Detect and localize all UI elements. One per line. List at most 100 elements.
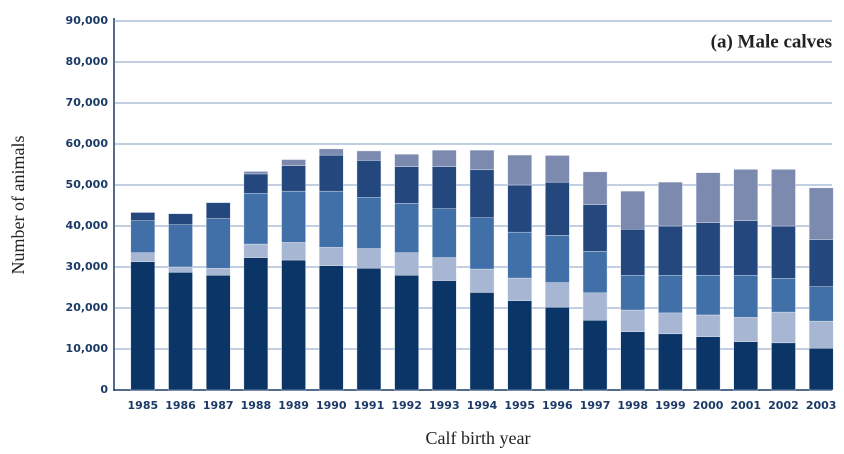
bar-segment <box>168 224 193 268</box>
bar-segment <box>582 292 608 321</box>
bar-segment <box>206 275 231 391</box>
bar-segment <box>394 252 419 276</box>
x-tick-label: 2001 <box>730 399 761 412</box>
bar-segment <box>168 266 193 273</box>
bar-segment <box>507 277 532 301</box>
bar-segment <box>582 251 608 294</box>
bar-segment <box>356 160 382 198</box>
bar-segment <box>695 314 721 337</box>
x-tick-label: 1991 <box>354 399 385 412</box>
bar-segment <box>658 312 683 335</box>
bar-segment <box>658 181 683 227</box>
bar-segment <box>243 243 269 258</box>
bar-segment <box>771 169 796 227</box>
bar-segment <box>356 248 382 269</box>
x-tick-label: 1998 <box>617 399 648 412</box>
bar-segment <box>432 166 457 209</box>
bar-segment <box>168 213 193 225</box>
bar-segment <box>281 190 306 243</box>
bar-segment <box>432 208 457 258</box>
y-tick-label: 40,000 <box>66 219 109 232</box>
x-tick-label: 1996 <box>542 399 573 412</box>
bar-segment <box>733 317 758 342</box>
y-axis-title: Number of animals <box>8 136 28 275</box>
bar-segment <box>319 247 344 266</box>
bar-segment <box>545 235 570 283</box>
x-tick-label: 1997 <box>580 399 611 412</box>
bar-segment <box>394 203 419 253</box>
x-tick-label: 1986 <box>165 399 196 412</box>
bar-segment <box>808 320 834 349</box>
bar-segment <box>356 197 382 249</box>
bar-segment <box>620 190 645 230</box>
bar-segment <box>808 347 834 391</box>
y-tick-label: 90,000 <box>66 14 109 27</box>
bar-segment <box>771 225 796 279</box>
x-tick-label: 2002 <box>768 399 799 412</box>
bar-segment <box>545 306 570 391</box>
bar-segment <box>356 268 382 391</box>
bar-segment <box>243 173 269 194</box>
bar-segment <box>658 333 683 391</box>
bar-segment <box>281 165 306 192</box>
bar-segment <box>620 275 645 311</box>
bar-segment <box>469 169 495 219</box>
bar-segment <box>808 239 834 287</box>
bar-segment <box>206 202 231 219</box>
bar-segment <box>582 204 608 252</box>
x-tick-label: 1985 <box>128 399 159 412</box>
bar-segment <box>469 268 495 293</box>
bar-segment <box>394 154 419 167</box>
bar-segment <box>281 259 306 391</box>
bar-segment <box>658 225 683 276</box>
bar-segment <box>545 181 570 236</box>
x-tick-label: 2003 <box>806 399 837 412</box>
bar-segment <box>319 190 344 248</box>
bar-segment <box>620 331 645 391</box>
bar-segment <box>243 171 269 175</box>
bar-segment <box>695 222 721 276</box>
bar-segment <box>168 272 193 391</box>
bar-segment <box>130 261 156 391</box>
annotation: (a) Male calves <box>711 31 832 52</box>
y-tick-label: 50,000 <box>66 178 109 191</box>
bar-segment <box>582 320 608 391</box>
bar-segment <box>695 275 721 316</box>
x-tick-label: 1990 <box>316 399 347 412</box>
bar-segment <box>130 212 156 221</box>
x-tick-label: 1999 <box>655 399 686 412</box>
x-axis-title: Calf birth year <box>426 428 531 448</box>
bar-segment <box>620 229 645 276</box>
bar-segment <box>808 187 834 240</box>
bar-segment <box>507 300 532 391</box>
bar-segment <box>243 257 269 391</box>
bar-segment <box>507 154 532 186</box>
bar-segment <box>130 252 156 262</box>
bar-segment <box>658 275 683 314</box>
bar-segment <box>356 150 382 161</box>
bar-segment <box>695 172 721 223</box>
x-tick-label: 1992 <box>391 399 422 412</box>
x-tick-label: 1989 <box>278 399 309 412</box>
bar-segment <box>319 265 344 391</box>
bar-segment <box>507 184 532 233</box>
bar-segment <box>695 336 721 391</box>
bar-segment <box>469 149 495 171</box>
y-tick-label: 60,000 <box>66 137 109 150</box>
bar-segment <box>771 311 796 344</box>
bar-segment <box>733 275 758 318</box>
bar-segment <box>620 309 645 332</box>
bar-segment <box>243 192 269 245</box>
bar-segment <box>808 286 834 322</box>
bar-segment <box>281 242 306 261</box>
bar-segment <box>432 149 457 167</box>
bar-segment <box>130 220 156 253</box>
bar-segment <box>394 166 419 204</box>
bar-segment <box>507 231 532 279</box>
bar-segment <box>394 275 419 391</box>
bar-segment <box>319 154 344 192</box>
bar-segment <box>469 217 495 270</box>
y-tick-label: 80,000 <box>66 55 109 68</box>
x-tick-label: 1994 <box>467 399 498 412</box>
